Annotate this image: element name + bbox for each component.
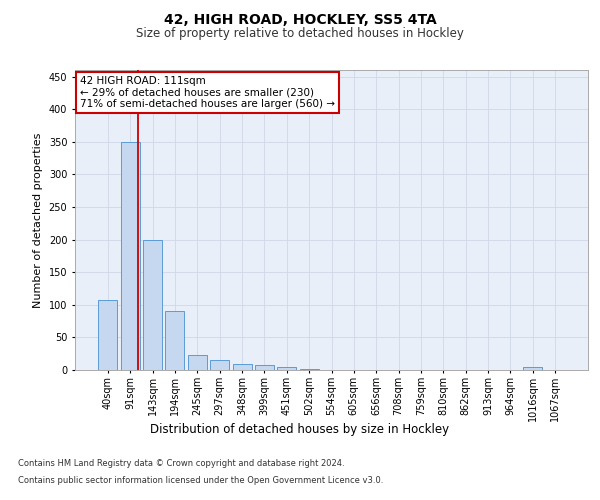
Bar [255, 365, 274, 370]
Y-axis label: Number of detached properties: Number of detached properties [33, 132, 43, 308]
Bar [166, 312, 184, 370]
Bar [210, 360, 229, 370]
Text: Contains HM Land Registry data © Crown copyright and database right 2024.: Contains HM Land Registry data © Crown c… [18, 458, 344, 468]
Bar [98, 300, 118, 370]
Text: Contains public sector information licensed under the Open Government Licence v3: Contains public sector information licen… [18, 476, 383, 485]
Text: Distribution of detached houses by size in Hockley: Distribution of detached houses by size … [151, 422, 449, 436]
Text: Size of property relative to detached houses in Hockley: Size of property relative to detached ho… [136, 28, 464, 40]
Bar [121, 142, 140, 370]
Bar [188, 355, 207, 370]
Text: 42 HIGH ROAD: 111sqm
← 29% of detached houses are smaller (230)
71% of semi-deta: 42 HIGH ROAD: 111sqm ← 29% of detached h… [80, 76, 335, 109]
Bar [143, 240, 162, 370]
Bar [277, 368, 296, 370]
Bar [523, 368, 542, 370]
Bar [233, 364, 251, 370]
Text: 42, HIGH ROAD, HOCKLEY, SS5 4TA: 42, HIGH ROAD, HOCKLEY, SS5 4TA [164, 12, 436, 26]
